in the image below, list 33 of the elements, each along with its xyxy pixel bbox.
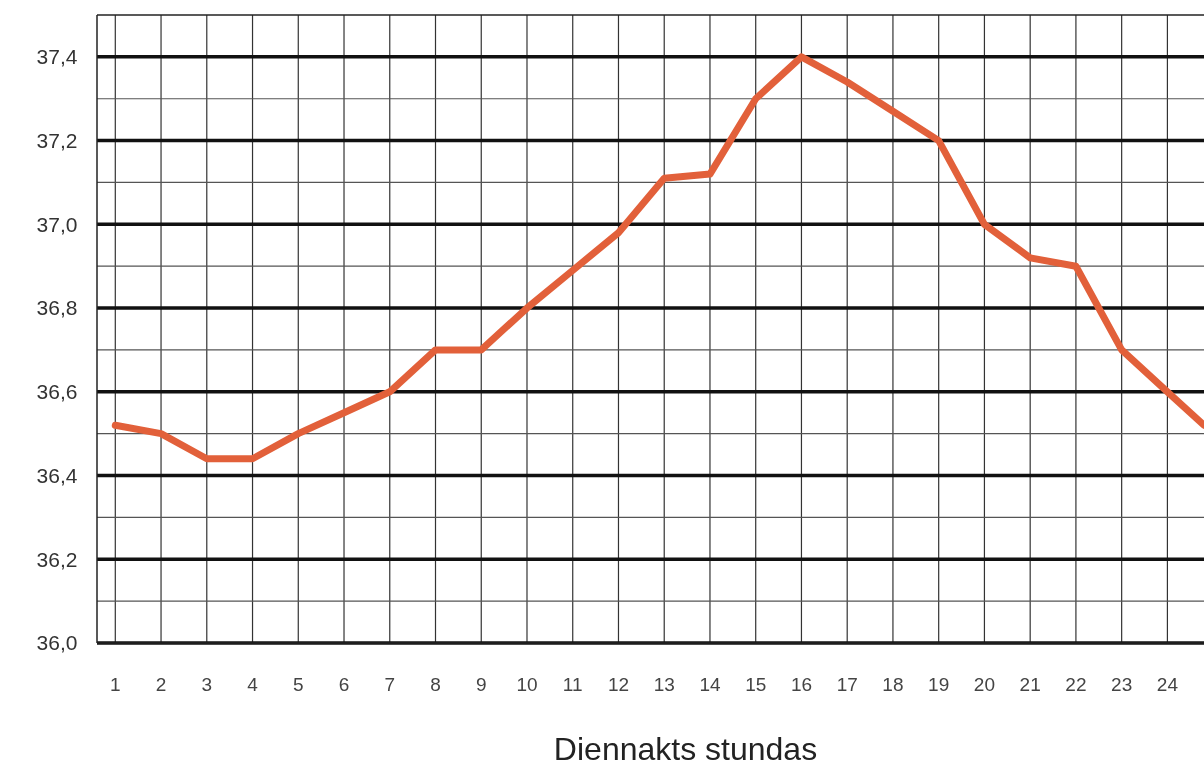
y-tick-label: 36,8 — [36, 296, 78, 320]
x-tick-label: 10 — [516, 674, 538, 695]
x-tick-label: 14 — [699, 674, 721, 695]
x-tick-label: 17 — [836, 674, 858, 695]
x-tick-label: 18 — [882, 674, 904, 695]
x-tick-label: 9 — [475, 674, 487, 695]
y-tick-label: 36,4 — [36, 463, 78, 487]
x-tick-label: 6 — [338, 674, 350, 695]
x-tick-label: 23 — [1111, 674, 1133, 695]
x-tick-label: 2 — [155, 674, 167, 695]
x-tick-label: 12 — [607, 674, 630, 695]
x-tick-label: 20 — [973, 674, 995, 695]
y-tick-label: 36,6 — [36, 380, 78, 404]
x-tick-label: 21 — [1019, 674, 1041, 695]
x-tick-label: 15 — [745, 674, 767, 695]
x-tick-label: 13 — [653, 674, 675, 695]
y-tick-label: 37,0 — [36, 212, 78, 236]
x-tick-label: 4 — [247, 674, 259, 695]
x-tick-label: 7 — [384, 674, 396, 695]
x-axis-title: Diennakts stundas — [553, 731, 818, 767]
y-tick-label: 36,2 — [36, 547, 78, 571]
x-tick-label: 11 — [562, 674, 583, 695]
x-tick-label: 22 — [1065, 674, 1087, 695]
x-tick-label: 8 — [430, 674, 441, 695]
x-tick-label: 24 — [1156, 674, 1179, 695]
x-tick-label: 5 — [292, 674, 304, 695]
x-tick-label: 3 — [201, 674, 213, 695]
y-tick-label: 37,4 — [36, 45, 78, 69]
x-tick-label: 16 — [790, 674, 813, 695]
y-tick-label: 36,0 — [36, 631, 78, 655]
y-tick-label: 37,2 — [36, 128, 78, 152]
x-tick-label: 19 — [928, 674, 950, 695]
x-tick-label: 1 — [110, 674, 121, 695]
